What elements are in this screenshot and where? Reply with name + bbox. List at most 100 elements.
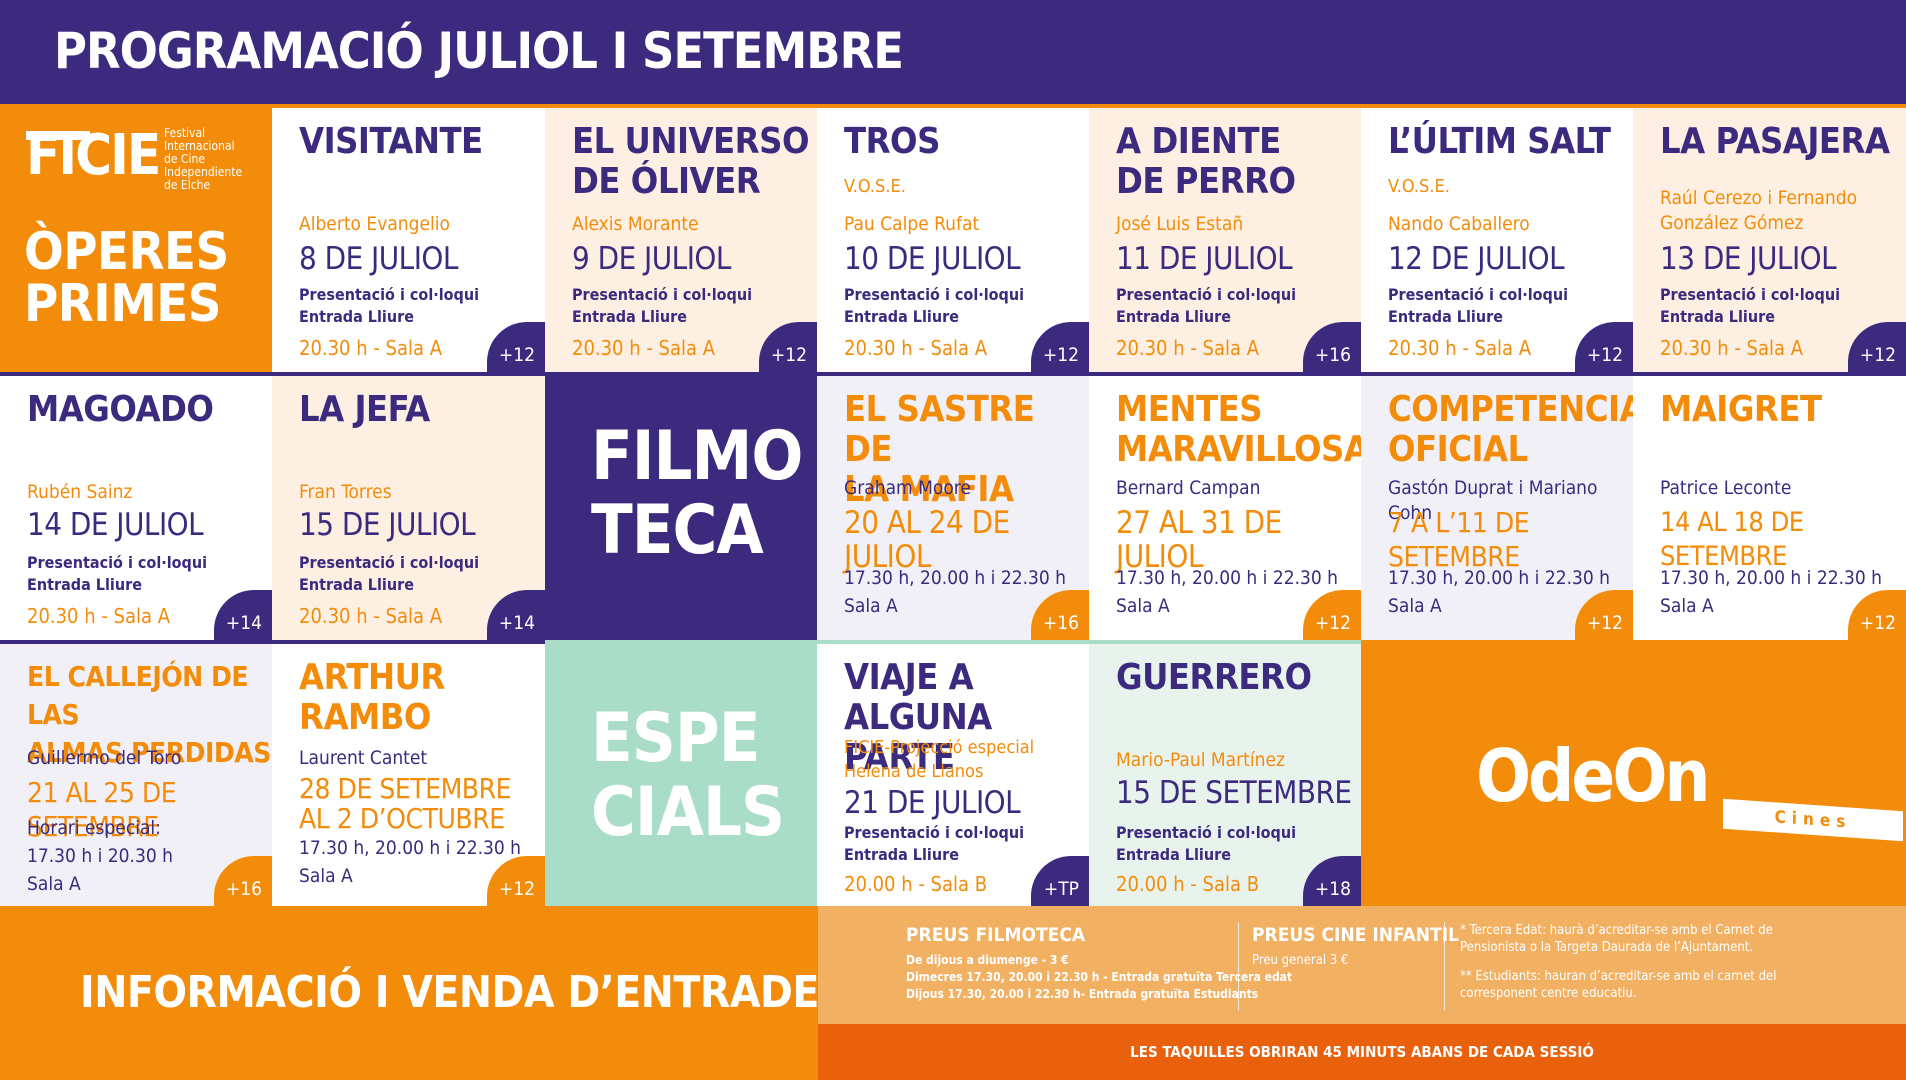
age-rating-badge: +16 <box>214 856 272 906</box>
film-title: TROS <box>844 121 940 162</box>
film-director: Graham Moore <box>844 477 971 499</box>
film-title: MAGOADO <box>27 389 214 430</box>
film-card-a-diente-de-perro[interactable]: A DIENTE DE PERRO José Luis Estañ 11 DE … <box>1089 104 1361 372</box>
film-date: 14 DE JULIOL <box>27 507 204 543</box>
film-date: 9 DE JULIOL <box>572 241 731 277</box>
film-date: 27 AL 31 DE JULIOL <box>1116 505 1282 575</box>
film-director: Raúl Cerezo i Fernando González Gómez <box>1660 187 1858 234</box>
film-title: LA JEFA <box>299 389 430 430</box>
film-title: MAIGRET <box>1660 389 1822 430</box>
film-title: A DIENTE DE PERRO <box>1116 121 1296 202</box>
film-card-mentes-maravillosas[interactable]: MENTES MARAVILLOSAS Bernard Campan 27 AL… <box>1089 372 1361 640</box>
film-info: Presentació i col·loqui Entrada Lliure <box>1116 823 1297 864</box>
film-version-note: V.O.S.E. <box>1388 176 1450 197</box>
odeon-logo: OdeOn <box>1476 734 1711 818</box>
film-date: 11 DE JULIOL <box>1116 241 1293 277</box>
film-session: 20.30 h - Sala A <box>299 336 443 360</box>
film-card-la-jefa[interactable]: LA JEFA Fran Torres 15 DE JULIOL Present… <box>272 372 545 640</box>
film-card-visitante[interactable]: VISITANTE Alberto Evangelio 8 DE JULIOL … <box>272 104 545 372</box>
odeon-logo-block: OdeOn Cines <box>1361 640 1906 906</box>
age-rating-badge: +12 <box>1575 322 1633 372</box>
film-card-magoado[interactable]: MAGOADO Rubén Sainz 14 DE JULIOL Present… <box>0 372 272 640</box>
film-session: 20.30 h - Sala A <box>1116 336 1260 360</box>
film-card-arthur-rambo[interactable]: ARTHUR RAMBO Laurent Cantet 28 DE SETEMB… <box>272 640 545 906</box>
age-rating-badge: +12 <box>1303 590 1361 640</box>
film-date: 13 DE JULIOL <box>1660 241 1837 277</box>
film-title: COMPETENCIA OFICIAL <box>1388 389 1633 470</box>
age-rating-badge: +18 <box>1303 856 1361 906</box>
film-director: Pau Calpe Rufat <box>844 213 980 235</box>
film-director: Alberto Evangelio <box>299 213 450 235</box>
film-times: 17.30 h, 20.00 h i 22.30 h Sala A <box>299 837 522 887</box>
film-director: Nando Caballero <box>1388 213 1530 235</box>
film-version-note: V.O.S.E. <box>844 176 906 197</box>
age-rating-badge: +12 <box>1848 590 1906 640</box>
film-card-competencia-oficial[interactable]: COMPETENCIA OFICIAL Gastón Duprat i Mari… <box>1361 372 1633 640</box>
note-estudiants: ** Estudiants: hauran d’acreditar-se amb… <box>1460 969 1777 1001</box>
film-title: LA PASAJERA <box>1660 121 1890 162</box>
age-rating-badge: +14 <box>487 590 545 640</box>
film-card-el-sastre-de-la-mafia[interactable]: EL SASTRE DE LA MAFIA Graham Moore 20 AL… <box>817 372 1089 640</box>
film-date: 28 DE SETEMBRE AL 2 D’OCTUBRE <box>299 772 512 835</box>
film-info: Presentació i col·loqui Entrada Lliure <box>27 553 208 594</box>
film-card-maigret[interactable]: MAIGRET Patrice Leconte 14 AL 18 DE SETE… <box>1633 372 1906 640</box>
film-title: VIAJE A ALGUNA PARTE <box>844 657 992 778</box>
taquilles-notice: LES TAQUILLES OBRIRAN 45 MINUTS ABANS DE… <box>1130 1043 1594 1061</box>
film-session: 20.30 h - Sala A <box>27 604 171 628</box>
film-times: 17.30 h, 20.00 h i 22.30 h Sala A <box>1660 567 1883 617</box>
film-card-guerrero[interactable]: GUERRERO Mario-Paul Martínez 15 DE SETEM… <box>1089 640 1361 906</box>
film-director: Fran Torres <box>299 481 392 503</box>
age-rating-badge: +12 <box>1031 322 1089 372</box>
age-rating-badge: +14 <box>214 590 272 640</box>
film-date: 12 DE JULIOL <box>1388 241 1565 277</box>
age-rating-badge: +TP <box>1031 856 1089 906</box>
odeon-cines-label: Cines <box>1723 798 1903 842</box>
ficie-logo: FICIE <box>26 123 161 188</box>
film-card-viaje-a-alguna-parte[interactable]: VIAJE A ALGUNA PARTE FICIE-Projecció esp… <box>817 640 1089 906</box>
film-date: 15 DE SETEMBRE <box>1116 775 1352 811</box>
film-session: 20.00 h - Sala B <box>1116 872 1260 896</box>
age-rating-badge: +12 <box>487 322 545 372</box>
film-times: 17.30 h, 20.00 h i 22.30 h Sala A <box>844 567 1067 617</box>
film-info: Presentació i col·loqui Entrada Lliure <box>299 285 480 326</box>
preus-filmoteca-lines: De dijous a diumenge - 3 € Dimecres 17.3… <box>906 953 1293 1001</box>
film-info: Presentació i col·loqui Entrada Lliure <box>844 285 1025 326</box>
film-card-la-pasajera[interactable]: LA PASAJERA Raúl Cerezo i Fernando Gonzá… <box>1633 104 1906 372</box>
age-rating-badge: +12 <box>1575 590 1633 640</box>
film-session: 20.30 h - Sala A <box>1660 336 1804 360</box>
film-title: GUERRERO <box>1116 657 1312 698</box>
film-date: 21 AL 25 DE SETEMBRE <box>27 776 177 843</box>
filmoteca-title: FILMO TECA <box>591 417 803 570</box>
film-title: MENTES MARAVILLOSAS <box>1116 389 1361 470</box>
film-title: ARTHUR RAMBO <box>299 657 445 738</box>
film-session: 20.30 h - Sala A <box>844 336 988 360</box>
film-date: 14 AL 18 DE SETEMBRE <box>1660 507 1804 572</box>
film-director: Patrice Leconte <box>1660 477 1792 499</box>
prices-block: PREUS FILMOTECA De dijous a diumenge - 3… <box>818 906 1906 1024</box>
operes-primes-title: ÒPERES PRIMES <box>24 222 229 334</box>
film-title: EL SASTRE DE LA MAFIA <box>844 389 1035 510</box>
price-divider <box>1238 922 1239 1010</box>
film-card-el-universo-de-oliver[interactable]: EL UNIVERSO DE ÓLIVER Alexis Morante 9 D… <box>545 104 817 372</box>
film-info: Presentació i col·loqui Entrada Lliure <box>299 553 480 594</box>
filmoteca-block: FILMO TECA <box>545 372 817 640</box>
film-card-lultim-salt[interactable]: L’ÚLTIM SALT V.O.S.E. Nando Caballero 12… <box>1361 104 1633 372</box>
film-times: 17.30 h, 20.00 h i 22.30 h Sala A <box>1388 567 1611 617</box>
age-rating-badge: +16 <box>1303 322 1361 372</box>
film-date: 21 DE JULIOL <box>844 785 1021 821</box>
film-director: Mario-Paul Martínez <box>1116 749 1285 771</box>
film-card-el-callejon-de-las-almas-perdidas[interactable]: EL CALLEJÓN DE LAS ALMAS PERDIDAS Guille… <box>0 640 272 906</box>
film-director: Laurent Cantet <box>299 747 428 769</box>
film-card-tros[interactable]: TROS V.O.S.E. Pau Calpe Rufat 10 DE JULI… <box>817 104 1089 372</box>
note-tercera-edat: * Tercera Edat: haurà d’acreditar-se amb… <box>1460 923 1773 955</box>
film-title: VISITANTE <box>299 121 483 162</box>
info-block: INFORMACIÓ I VENDA D’ENTRADES <box>0 906 847 1080</box>
film-info: Presentació i col·loqui Entrada Lliure <box>1116 285 1297 326</box>
notes-divider <box>1444 922 1445 1010</box>
preus-infantil-title: PREUS CINE INFANTIL <box>1252 924 1459 946</box>
film-info: Presentació i col·loqui Entrada Lliure <box>572 285 753 326</box>
film-session: 20.30 h - Sala A <box>572 336 716 360</box>
film-date: 8 DE JULIOL <box>299 241 458 277</box>
film-times: 17.30 h, 20.00 h i 22.30 h Sala A <box>1116 567 1339 617</box>
info-title: INFORMACIÓ I VENDA D’ENTRADES <box>80 967 847 1018</box>
